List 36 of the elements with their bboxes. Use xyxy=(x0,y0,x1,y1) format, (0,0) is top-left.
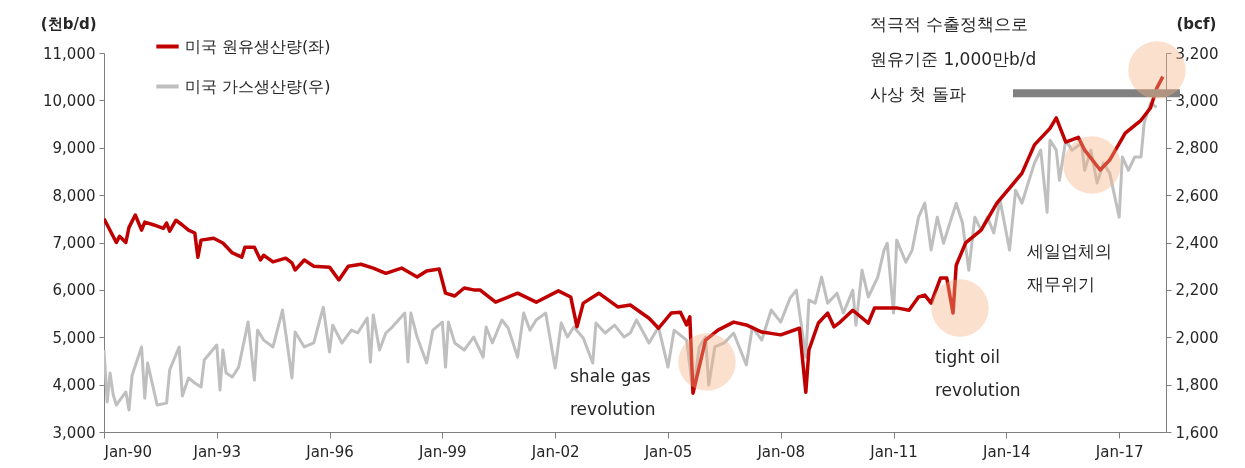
y2-tick-label: 2,800 xyxy=(1175,139,1219,158)
annotation: tight oil revolution xyxy=(935,347,1021,400)
y-tick-label: 10,000 xyxy=(43,91,96,110)
y-tick-label: 7,000 xyxy=(52,234,96,252)
y-tick-label: 6,000 xyxy=(52,281,96,300)
y2-tick-label: 2,000 xyxy=(1175,328,1219,347)
legend-label: 미국 원유생산량(좌) xyxy=(185,36,331,56)
x-tick-label: Jan-02 xyxy=(530,442,580,461)
x-tick-label: Jan-99 xyxy=(418,442,467,461)
x-tick-label: Jan-08 xyxy=(756,442,806,461)
y2-tick-label: 3,200 xyxy=(1175,44,1219,63)
x-tick-label: Jan-17 xyxy=(1094,442,1144,461)
y2-tick-label: 2,200 xyxy=(1175,281,1219,300)
y2-axis-title: (bcf) xyxy=(1176,14,1217,33)
legend-label: 미국 가스생산량(우) xyxy=(185,76,331,96)
y-tick-label: 8,000 xyxy=(52,186,96,205)
y2-tick-label: 1,800 xyxy=(1175,376,1219,395)
x-tick-label: Jan-05 xyxy=(643,442,693,461)
annotation: 적극적 수출정책으로 원유기준 1,000만b/d 사상 첫 돌파 xyxy=(870,14,1037,104)
y2-tick-label: 2,600 xyxy=(1175,186,1219,205)
y-tick-label: 11,000 xyxy=(43,44,96,63)
y-tick-label: 5,000 xyxy=(52,328,96,347)
y2-tick-label: 3,000 xyxy=(1175,91,1219,110)
y-tick-label: 9,000 xyxy=(52,139,96,158)
y2-tick-label: 2,400 xyxy=(1175,234,1219,252)
x-tick-label: Jan-96 xyxy=(305,442,354,461)
y-tick-label: 4,000 xyxy=(52,376,96,395)
x-tick-label: Jan-14 xyxy=(982,442,1031,461)
annotation: shale gas revolution xyxy=(570,366,656,419)
x-tick-label: Jan-93 xyxy=(192,442,242,461)
y-tick-label: 3,000 xyxy=(52,423,96,442)
y2-tick-label: 1,600 xyxy=(1175,423,1219,442)
y-axis-title: (천b/d) xyxy=(40,14,97,33)
x-tick-label: Jan-11 xyxy=(869,442,918,461)
annotation: 세일업체의 재무위기 xyxy=(1027,241,1112,294)
x-tick-label: Jan-90 xyxy=(103,442,153,461)
